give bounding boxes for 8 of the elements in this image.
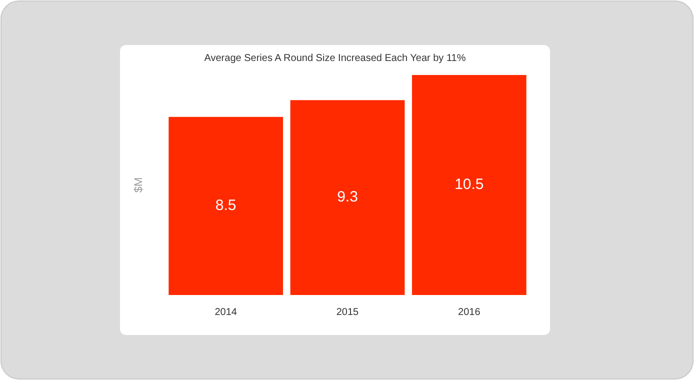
data-label: 10.5 xyxy=(454,176,484,193)
x-tick-label: 2014 xyxy=(214,307,238,318)
x-tick-label: 2016 xyxy=(458,307,481,318)
data-label: 9.3 xyxy=(337,188,358,206)
chart-title: Average Series A Round Size Increased Each Year by 11% xyxy=(204,53,466,64)
y-axis-title: $M xyxy=(133,177,145,193)
x-tick-label: 2015 xyxy=(336,307,360,318)
data-label: 8.5 xyxy=(215,196,236,214)
